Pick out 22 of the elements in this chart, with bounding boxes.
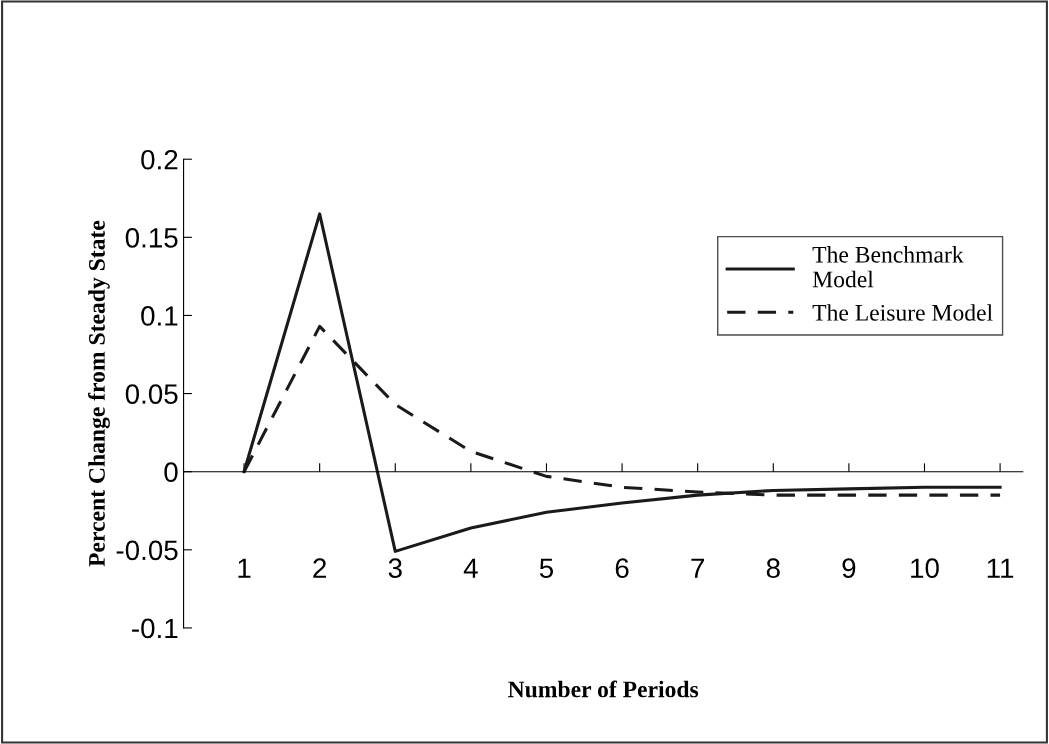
- x-tick-label: 2: [313, 558, 326, 578]
- x-tick-label: 11: [987, 558, 1014, 578]
- y-tick-label: 0.1: [141, 306, 178, 326]
- y-tick-label: 0: [164, 462, 178, 483]
- legend-label: The Benchmark Model: [812, 246, 964, 288]
- x-tick-label: 7: [691, 558, 705, 578]
- y-tick-label: -0.1: [132, 618, 178, 639]
- x-tick-label: 5: [539, 558, 554, 579]
- x-tick-label: 3: [388, 558, 402, 579]
- x-tick-label: 4: [463, 558, 478, 578]
- y-axis-title: Percent Change from Steady State: [88, 220, 110, 567]
- x-tick-label: 8: [766, 558, 780, 579]
- x-tick-label: 6: [615, 558, 629, 579]
- x-tick-label: 9: [842, 558, 856, 579]
- y-tick-label: 0.2: [141, 149, 178, 170]
- legend-label: The Leisure Model: [812, 304, 993, 321]
- x-tick-label: 1: [238, 558, 251, 578]
- y-tick-label: -0.05: [116, 540, 178, 561]
- x-axis-title: Number of Periods: [508, 680, 699, 698]
- y-tick-label: 0.15: [125, 228, 178, 248]
- x-tick-label: 10: [911, 558, 939, 579]
- y-tick-label: 0.05: [125, 384, 178, 404]
